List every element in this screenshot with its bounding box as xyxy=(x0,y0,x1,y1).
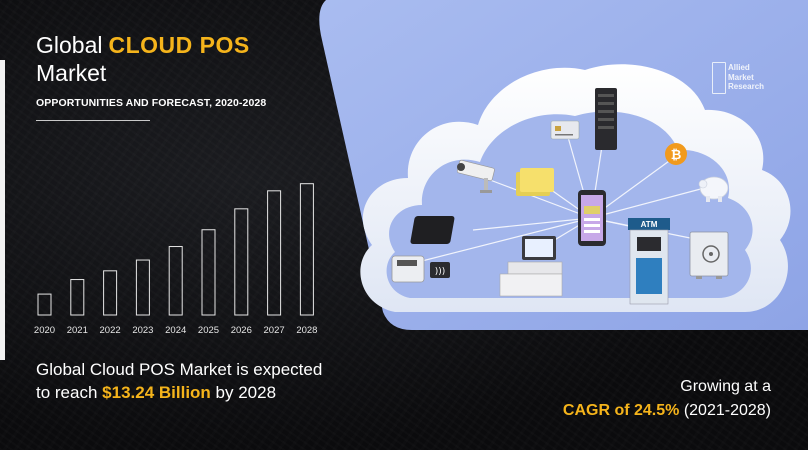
bar-2020 xyxy=(37,293,52,316)
bar-2025 xyxy=(201,229,216,316)
bar-2026 xyxy=(234,208,249,316)
x-tick-label: 2027 xyxy=(264,325,285,336)
x-tick-label: 2028 xyxy=(296,325,317,336)
growth-line-1: Growing at a xyxy=(680,378,771,395)
x-tick-label: 2026 xyxy=(231,325,252,336)
bar-2027 xyxy=(267,190,282,316)
statement-pre: to reach xyxy=(36,383,103,402)
brand-logo: Allied Market Research xyxy=(712,62,784,96)
piggy-bank-icon xyxy=(698,176,729,202)
statement-line-1: Global Cloud POS Market is expected xyxy=(36,360,323,379)
market-statement: Global Cloud POS Market is expected to r… xyxy=(36,358,322,404)
x-tick-label: 2023 xyxy=(132,325,153,336)
bar-2021 xyxy=(70,279,85,316)
title-line-2: Market xyxy=(36,60,107,86)
logo-line-3: Research xyxy=(728,82,765,91)
credit-card-icon xyxy=(550,120,580,140)
x-tick-label: 2024 xyxy=(165,325,186,336)
logo-mark xyxy=(712,62,726,94)
subtitle: OPPORTUNITIES AND FORECAST, 2020-2028 xyxy=(36,97,267,109)
safe-icon xyxy=(689,231,729,279)
title-prefix: Global xyxy=(36,32,103,58)
bar-chart: 2020 2021 2022 2023 2024 2025 2026 2027 2028 xyxy=(34,183,317,336)
security-camera-icon xyxy=(456,159,495,193)
svg-text:₿: ₿ xyxy=(671,147,682,162)
logo-line-2: Market xyxy=(728,72,754,82)
atm-icon: ATM xyxy=(628,218,670,305)
bar-2024 xyxy=(168,246,183,316)
cagr-value: CAGR of 24.5% xyxy=(562,402,680,419)
title-accent: CLOUD POS xyxy=(108,32,250,58)
server-icon xyxy=(595,88,617,150)
growth-line-2: CAGR of 24.5% (2021-2028) xyxy=(563,402,771,420)
cagr-period: (2021-2028) xyxy=(679,402,771,419)
card-reader-icon: ))) xyxy=(391,255,450,283)
bitcoin-icon: ₿ xyxy=(665,143,687,165)
x-tick-label: 2025 xyxy=(198,325,219,336)
svg-text:ATM: ATM xyxy=(641,220,658,229)
x-tick-label: 2021 xyxy=(67,325,88,336)
bar-2028 xyxy=(299,183,314,316)
title-line-1: Global CLOUD POS xyxy=(36,32,250,59)
tablet-icon xyxy=(410,216,455,244)
market-value: $13.24 Billion xyxy=(102,383,211,402)
x-tick-label: 2022 xyxy=(100,325,121,336)
smartphone-icon xyxy=(578,190,606,246)
folder-icon xyxy=(516,168,554,196)
left-accent-bar xyxy=(0,60,5,360)
x-tick-label: 2020 xyxy=(34,325,55,336)
bar-2022 xyxy=(103,270,118,316)
statement-post: by 2028 xyxy=(210,383,277,402)
pos-terminal-icon xyxy=(499,236,563,297)
logo-text: Allied Market Research xyxy=(728,63,764,92)
svg-text:))): ))) xyxy=(435,267,446,277)
logo-line-1: Allied xyxy=(728,63,750,72)
title-underline xyxy=(36,120,150,121)
statement-line-2: to reach $13.24 Billion by 2028 xyxy=(36,381,322,404)
bar-2023 xyxy=(135,259,150,316)
